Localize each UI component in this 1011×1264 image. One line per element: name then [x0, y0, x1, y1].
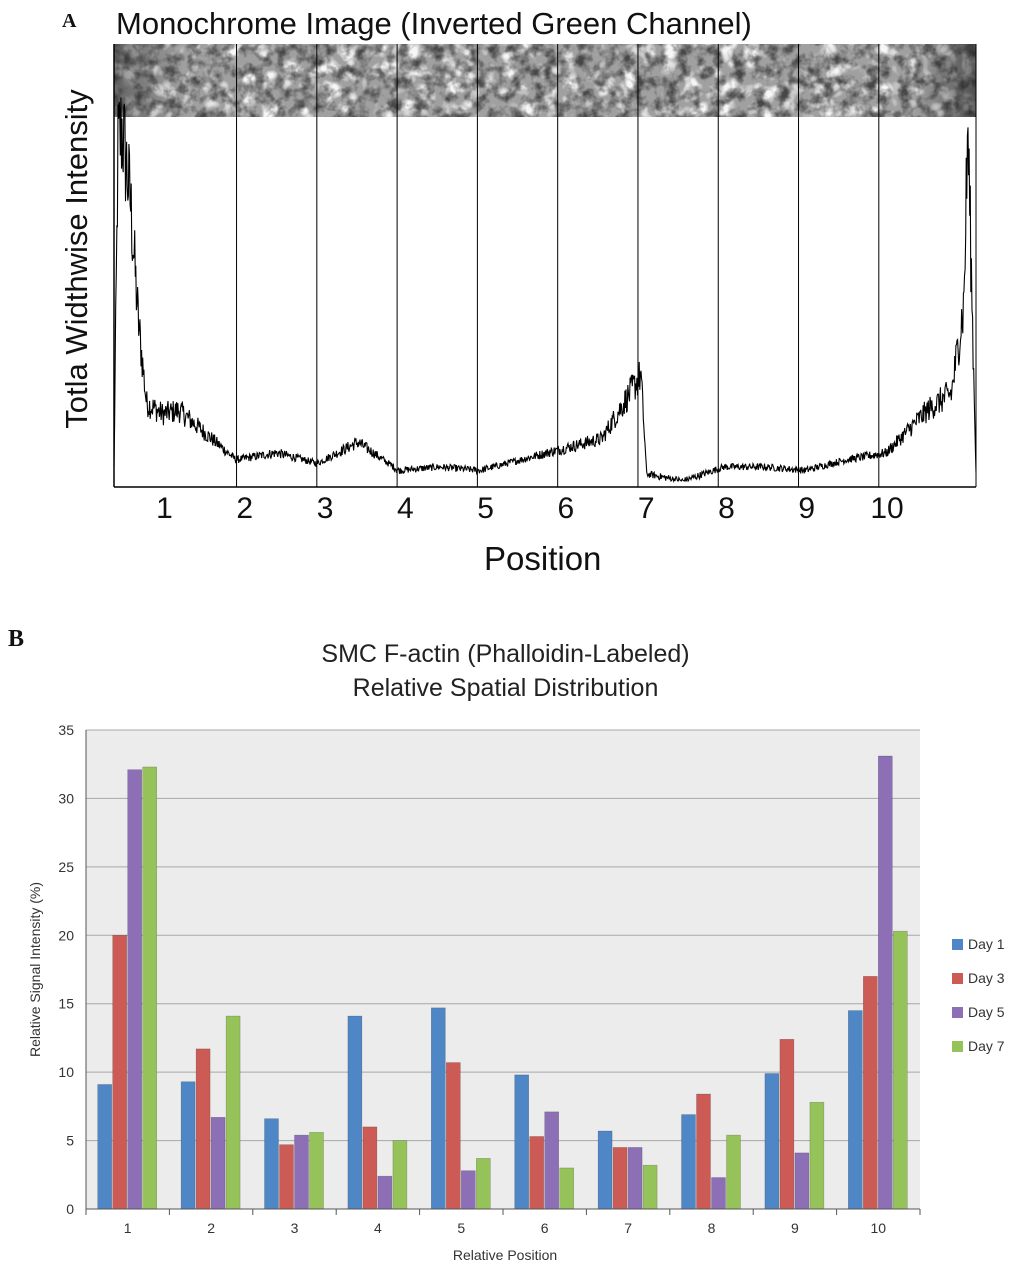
bar-day-7 — [642, 1164, 658, 1210]
bar-day-7 — [142, 766, 157, 1210]
position-tick-label: 2 — [236, 492, 253, 525]
x-tick-label: 5 — [457, 1220, 465, 1236]
bar-day-5 — [877, 755, 893, 1210]
legend-label: Day 3 — [968, 970, 1005, 986]
bar-day-7 — [809, 1101, 825, 1210]
bar-day-5 — [377, 1175, 393, 1210]
position-tick-label: 6 — [558, 492, 575, 525]
bar-day-5 — [627, 1147, 643, 1210]
bar-day-7 — [392, 1140, 408, 1210]
bar-day-5 — [127, 769, 142, 1210]
bar-day-5 — [210, 1117, 226, 1210]
bar-day-7 — [309, 1132, 324, 1210]
bar-day-1 — [847, 1010, 863, 1210]
bar-day-7 — [892, 930, 908, 1210]
bar-day-5 — [294, 1134, 309, 1210]
position-tick-label: 8 — [718, 492, 735, 525]
y-tick-label: 15 — [58, 996, 74, 1012]
panel-b-title-line2: Relative Spatial Distribution — [352, 674, 659, 702]
legend-item: Day 5 — [950, 1004, 1010, 1020]
y-tick-label: 30 — [58, 790, 74, 806]
plot-area — [86, 730, 920, 1209]
bar-day-7 — [726, 1134, 741, 1210]
panel-a-chart: 1 2 3 4 5 6 7 8 9 10 — [113, 44, 977, 525]
legend-item: Day 3 — [950, 970, 1010, 986]
bar-day-3 — [529, 1136, 545, 1210]
bar-day-3 — [612, 1147, 628, 1210]
bar-day-5 — [794, 1152, 810, 1210]
position-tick-label: 4 — [397, 492, 414, 525]
y-tick-label: 10 — [58, 1064, 74, 1080]
bar-day-1 — [514, 1074, 530, 1210]
panel-b-y-axis-label: Relative Signal Intensity (%) — [27, 882, 43, 1057]
x-tick-label: 10 — [871, 1220, 887, 1236]
bar-day-5 — [460, 1170, 476, 1210]
legend-swatch — [952, 1041, 963, 1052]
bar-day-1 — [430, 1007, 446, 1210]
monochrome-micrograph-strip — [114, 44, 976, 117]
bar-day-5 — [544, 1111, 560, 1210]
bar-day-1 — [97, 1084, 112, 1210]
position-tick-label: 3 — [317, 492, 334, 525]
legend-label: Day 5 — [968, 1004, 1005, 1020]
panel-a-x-axis-label: Position — [484, 540, 602, 577]
intensity-profile-line — [113, 97, 977, 484]
legend-label: Day 7 — [968, 1038, 1005, 1054]
x-tick-label: 8 — [708, 1220, 716, 1236]
position-tick-label: 9 — [798, 492, 815, 525]
legend-label: Day 1 — [968, 936, 1005, 952]
bar-day-1 — [681, 1114, 696, 1210]
x-tick-label: 7 — [624, 1220, 632, 1236]
bar-day-3 — [696, 1093, 711, 1210]
bar-day-3 — [279, 1144, 294, 1210]
position-tick-label: 1 — [156, 492, 173, 525]
x-tick-label: 2 — [207, 1220, 215, 1236]
y-tick-label: 25 — [58, 859, 74, 875]
bar-day-7 — [225, 1015, 241, 1210]
bar-day-3 — [112, 934, 127, 1210]
bar-day-1 — [764, 1073, 780, 1210]
legend-swatch — [952, 1007, 963, 1018]
legend-swatch — [952, 939, 963, 950]
bar-day-1 — [347, 1015, 363, 1210]
panel-b-x-axis-label: Relative Position — [453, 1247, 557, 1263]
x-tick-label: 6 — [541, 1220, 549, 1236]
bar-day-3 — [445, 1062, 461, 1210]
x-tick-label: 3 — [291, 1220, 299, 1236]
bar-day-3 — [862, 976, 878, 1210]
legend-item: Day 7 — [950, 1038, 1010, 1054]
panel-a-title: Monochrome Image (Inverted Green Channel… — [116, 6, 752, 41]
y-tick-label: 5 — [66, 1133, 74, 1149]
bar-day-3 — [362, 1126, 378, 1210]
x-tick-label: 9 — [791, 1220, 799, 1236]
bar-day-1 — [264, 1118, 279, 1210]
legend-item: Day 1 — [950, 936, 1010, 952]
panel-b-letter: B — [8, 626, 25, 652]
bar-day-3 — [195, 1048, 211, 1210]
y-tick-label: 35 — [58, 722, 74, 738]
bar-day-7 — [559, 1167, 575, 1210]
y-tick-label: 0 — [66, 1201, 74, 1217]
position-tick-label: 7 — [638, 492, 655, 525]
position-tick-label: 5 — [477, 492, 494, 525]
bar-day-1 — [180, 1081, 196, 1210]
x-tick-label: 1 — [124, 1220, 132, 1236]
panel-b-title-line1: SMC F-actin (Phalloidin-Labeled) — [321, 640, 690, 668]
y-tick-label: 20 — [58, 927, 74, 943]
bar-day-1 — [597, 1130, 613, 1210]
position-tick-label: 10 — [870, 492, 903, 525]
bar-day-5 — [711, 1177, 726, 1210]
bar-day-3 — [779, 1038, 795, 1210]
legend-swatch — [952, 973, 963, 984]
panel-a-letter: A — [62, 10, 77, 32]
x-tick-label: 4 — [374, 1220, 382, 1236]
bar-day-7 — [475, 1158, 491, 1210]
